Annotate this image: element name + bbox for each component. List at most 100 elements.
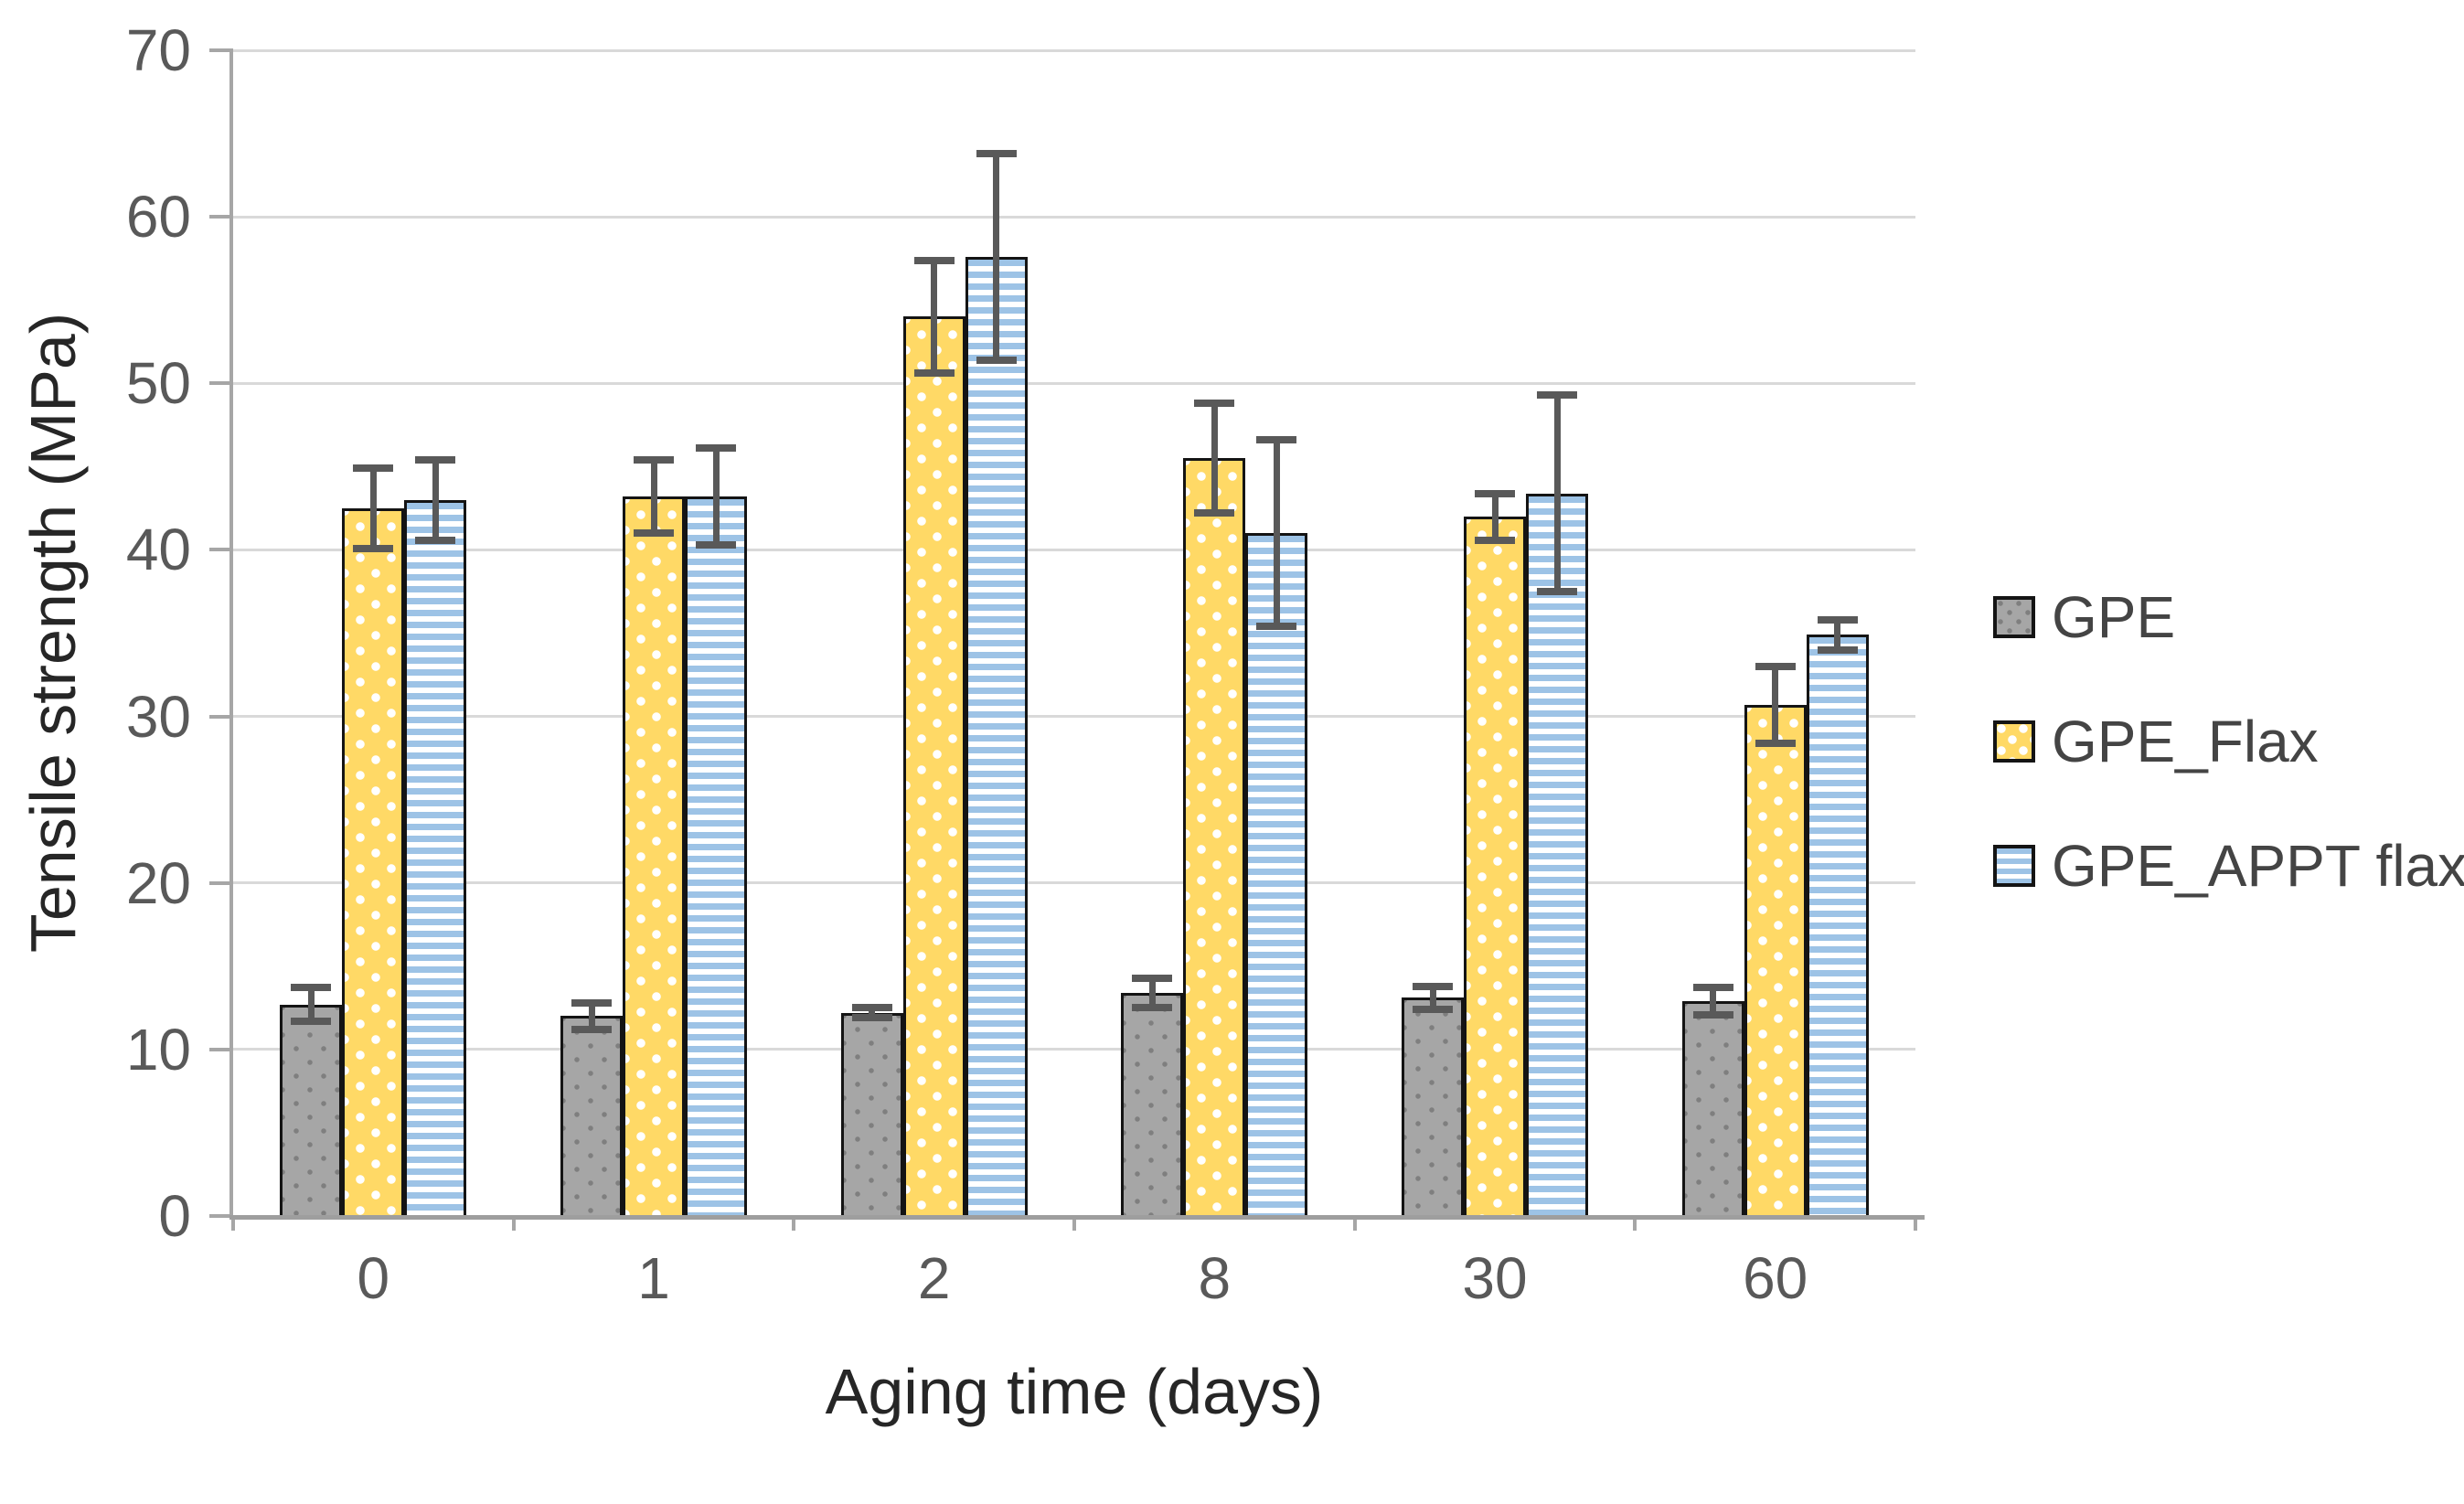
error-bar-cap-top-GPE-1	[571, 998, 612, 1007]
error-bar-cap-bottom-GPE_APPT flax-0	[415, 536, 456, 544]
y-axis-tick-50	[209, 381, 233, 386]
legend-label-gpe-flax: GPE_Flax	[2052, 709, 2319, 774]
y-tick-label-0: 0	[158, 1183, 191, 1249]
error-bar-cap-bottom-GPE_Flax-30	[1475, 536, 1515, 544]
y-axis-title: Tensile strength (MPa)	[17, 312, 89, 954]
bar-GPE_APPT flax-1	[685, 496, 747, 1220]
x-axis-tick-5	[1633, 1216, 1637, 1231]
error-bar-line-GPE_APPT flax-0	[432, 460, 439, 540]
error-bar-cap-top-GPE_Flax-2	[913, 256, 955, 264]
error-bar-cap-top-GPE_Flax-30	[1475, 489, 1515, 497]
x-axis-line	[229, 1215, 1925, 1220]
legend-item-gpe: GPE	[1993, 584, 2464, 650]
x-axis-title: Aging time (days)	[825, 1356, 1324, 1427]
gridline-60	[233, 215, 1915, 219]
error-bar-line-GPE_APPT flax-1	[712, 448, 720, 545]
legend-label-gpe: GPE	[2052, 584, 2176, 650]
error-bar-line-GPE_APPT flax-8	[1273, 440, 1280, 627]
error-bar-line-GPE-0	[307, 987, 315, 1021]
error-bar-cap-bottom-GPE-8	[1132, 1004, 1173, 1012]
error-bar-line-GPE-1	[588, 1002, 595, 1029]
x-axis-tick-0	[231, 1216, 235, 1231]
error-bar-line-GPE-30	[1429, 986, 1436, 1010]
error-bar-line-GPE-2	[869, 1008, 876, 1019]
bar-GPE_APPT flax-60	[1806, 635, 1869, 1220]
error-bar-cap-top-GPE_Flax-1	[634, 456, 674, 464]
error-bar-line-GPE_Flax-0	[369, 468, 377, 549]
gridline-20	[233, 881, 1915, 885]
y-axis-tick-70	[209, 48, 233, 52]
x-tick-label-60: 60	[1743, 1245, 1808, 1311]
bar-GPE_Flax-0	[342, 507, 405, 1220]
y-tick-label-30: 30	[125, 683, 191, 750]
bar-GPE_APPT flax-8	[1245, 533, 1308, 1220]
y-tick-label-10: 10	[125, 1016, 191, 1083]
error-bar-cap-top-GPE_Flax-0	[353, 464, 394, 473]
bar-GPE_Flax-2	[902, 316, 965, 1220]
error-bar-cap-bottom-GPE_APPT flax-1	[696, 540, 736, 549]
error-bar-cap-bottom-GPE-30	[1413, 1006, 1453, 1014]
error-bar-line-GPE_APPT flax-2	[993, 153, 1000, 360]
error-bar-cap-bottom-GPE_Flax-2	[913, 369, 955, 378]
legend-swatch-gpe-icon	[1993, 596, 2035, 638]
x-tick-label-8: 8	[1198, 1245, 1232, 1311]
y-axis-tick-40	[209, 548, 233, 552]
x-axis-tick-1	[511, 1216, 516, 1231]
legend-label-gpe-appt-flax: GPE_APPT flax	[2052, 833, 2464, 899]
gridline-50	[233, 381, 1915, 385]
error-bar-cap-bottom-GPE-1	[571, 1026, 612, 1033]
error-bar-cap-top-GPE-8	[1132, 974, 1173, 982]
bar-GPE-0	[280, 1004, 343, 1220]
x-tick-label-1: 1	[637, 1245, 670, 1311]
bar-GPE_APPT flax-2	[965, 256, 1028, 1220]
y-tick-label-20: 20	[125, 849, 191, 916]
legend-swatch-gpe-appt-flax-icon	[1993, 845, 2035, 887]
error-bar-line-GPE-60	[1710, 987, 1717, 1015]
bar-GPE-30	[1402, 997, 1464, 1220]
gridline-40	[233, 548, 1915, 551]
error-bar-cap-bottom-GPE_Flax-8	[1194, 509, 1235, 517]
gridline-10	[233, 1048, 1915, 1051]
error-bar-cap-top-GPE_APPT flax-8	[1256, 436, 1297, 444]
error-bar-cap-top-GPE_APPT flax-60	[1817, 615, 1858, 624]
y-tick-label-50: 50	[125, 350, 191, 417]
legend-item-gpe-flax: GPE_Flax	[1993, 709, 2464, 774]
bar-GPE_Flax-8	[1183, 458, 1246, 1220]
error-bar-cap-bottom-GPE_APPT flax-2	[976, 356, 1017, 364]
error-bar-cap-bottom-GPE_Flax-60	[1755, 739, 1796, 747]
bar-GPE_Flax-60	[1744, 704, 1807, 1220]
error-bar-cap-bottom-GPE-2	[851, 1014, 892, 1022]
bar-GPE-8	[1121, 992, 1184, 1220]
legend-item-gpe-appt-flax: GPE_APPT flax	[1993, 833, 2464, 899]
x-axis-tick-4	[1352, 1216, 1357, 1231]
bar-GPE_APPT flax-0	[404, 499, 467, 1220]
error-bar-cap-top-GPE-0	[291, 984, 332, 992]
error-bar-line-GPE_Flax-2	[931, 260, 938, 374]
x-axis-tick-6	[1914, 1216, 1917, 1231]
y-axis-tick-60	[209, 215, 233, 219]
error-bar-cap-top-GPE_Flax-8	[1194, 400, 1235, 408]
x-tick-label-0: 0	[357, 1245, 390, 1311]
bar-GPE-2	[840, 1012, 903, 1220]
error-bar-cap-top-GPE-60	[1692, 984, 1733, 992]
x-tick-label-30: 30	[1462, 1245, 1528, 1311]
gridline-70	[233, 48, 1915, 52]
error-bar-cap-top-GPE_APPT flax-0	[415, 456, 456, 464]
error-bar-cap-top-GPE-2	[851, 1004, 892, 1012]
error-bar-cap-top-GPE_Flax-60	[1755, 662, 1796, 670]
error-bar-cap-bottom-GPE_APPT flax-8	[1256, 623, 1297, 631]
y-axis-tick-20	[209, 880, 233, 885]
y-tick-label-70: 70	[125, 17, 191, 83]
bar-GPE_APPT flax-30	[1526, 493, 1588, 1220]
bar-GPE-1	[560, 1016, 623, 1220]
error-bar-line-GPE_APPT flax-60	[1834, 619, 1841, 650]
error-bar-line-GPE_Flax-60	[1772, 666, 1779, 743]
legend: GPE GPE_Flax GPE_APPT flax	[1993, 584, 2464, 958]
bar-GPE_Flax-1	[623, 496, 685, 1220]
error-bar-cap-top-GPE_APPT flax-2	[976, 149, 1017, 157]
y-axis-tick-10	[209, 1047, 233, 1051]
error-bar-line-GPE-8	[1148, 977, 1156, 1008]
error-bar-cap-bottom-GPE_Flax-0	[353, 544, 394, 552]
error-bar-cap-bottom-GPE-0	[291, 1017, 332, 1025]
